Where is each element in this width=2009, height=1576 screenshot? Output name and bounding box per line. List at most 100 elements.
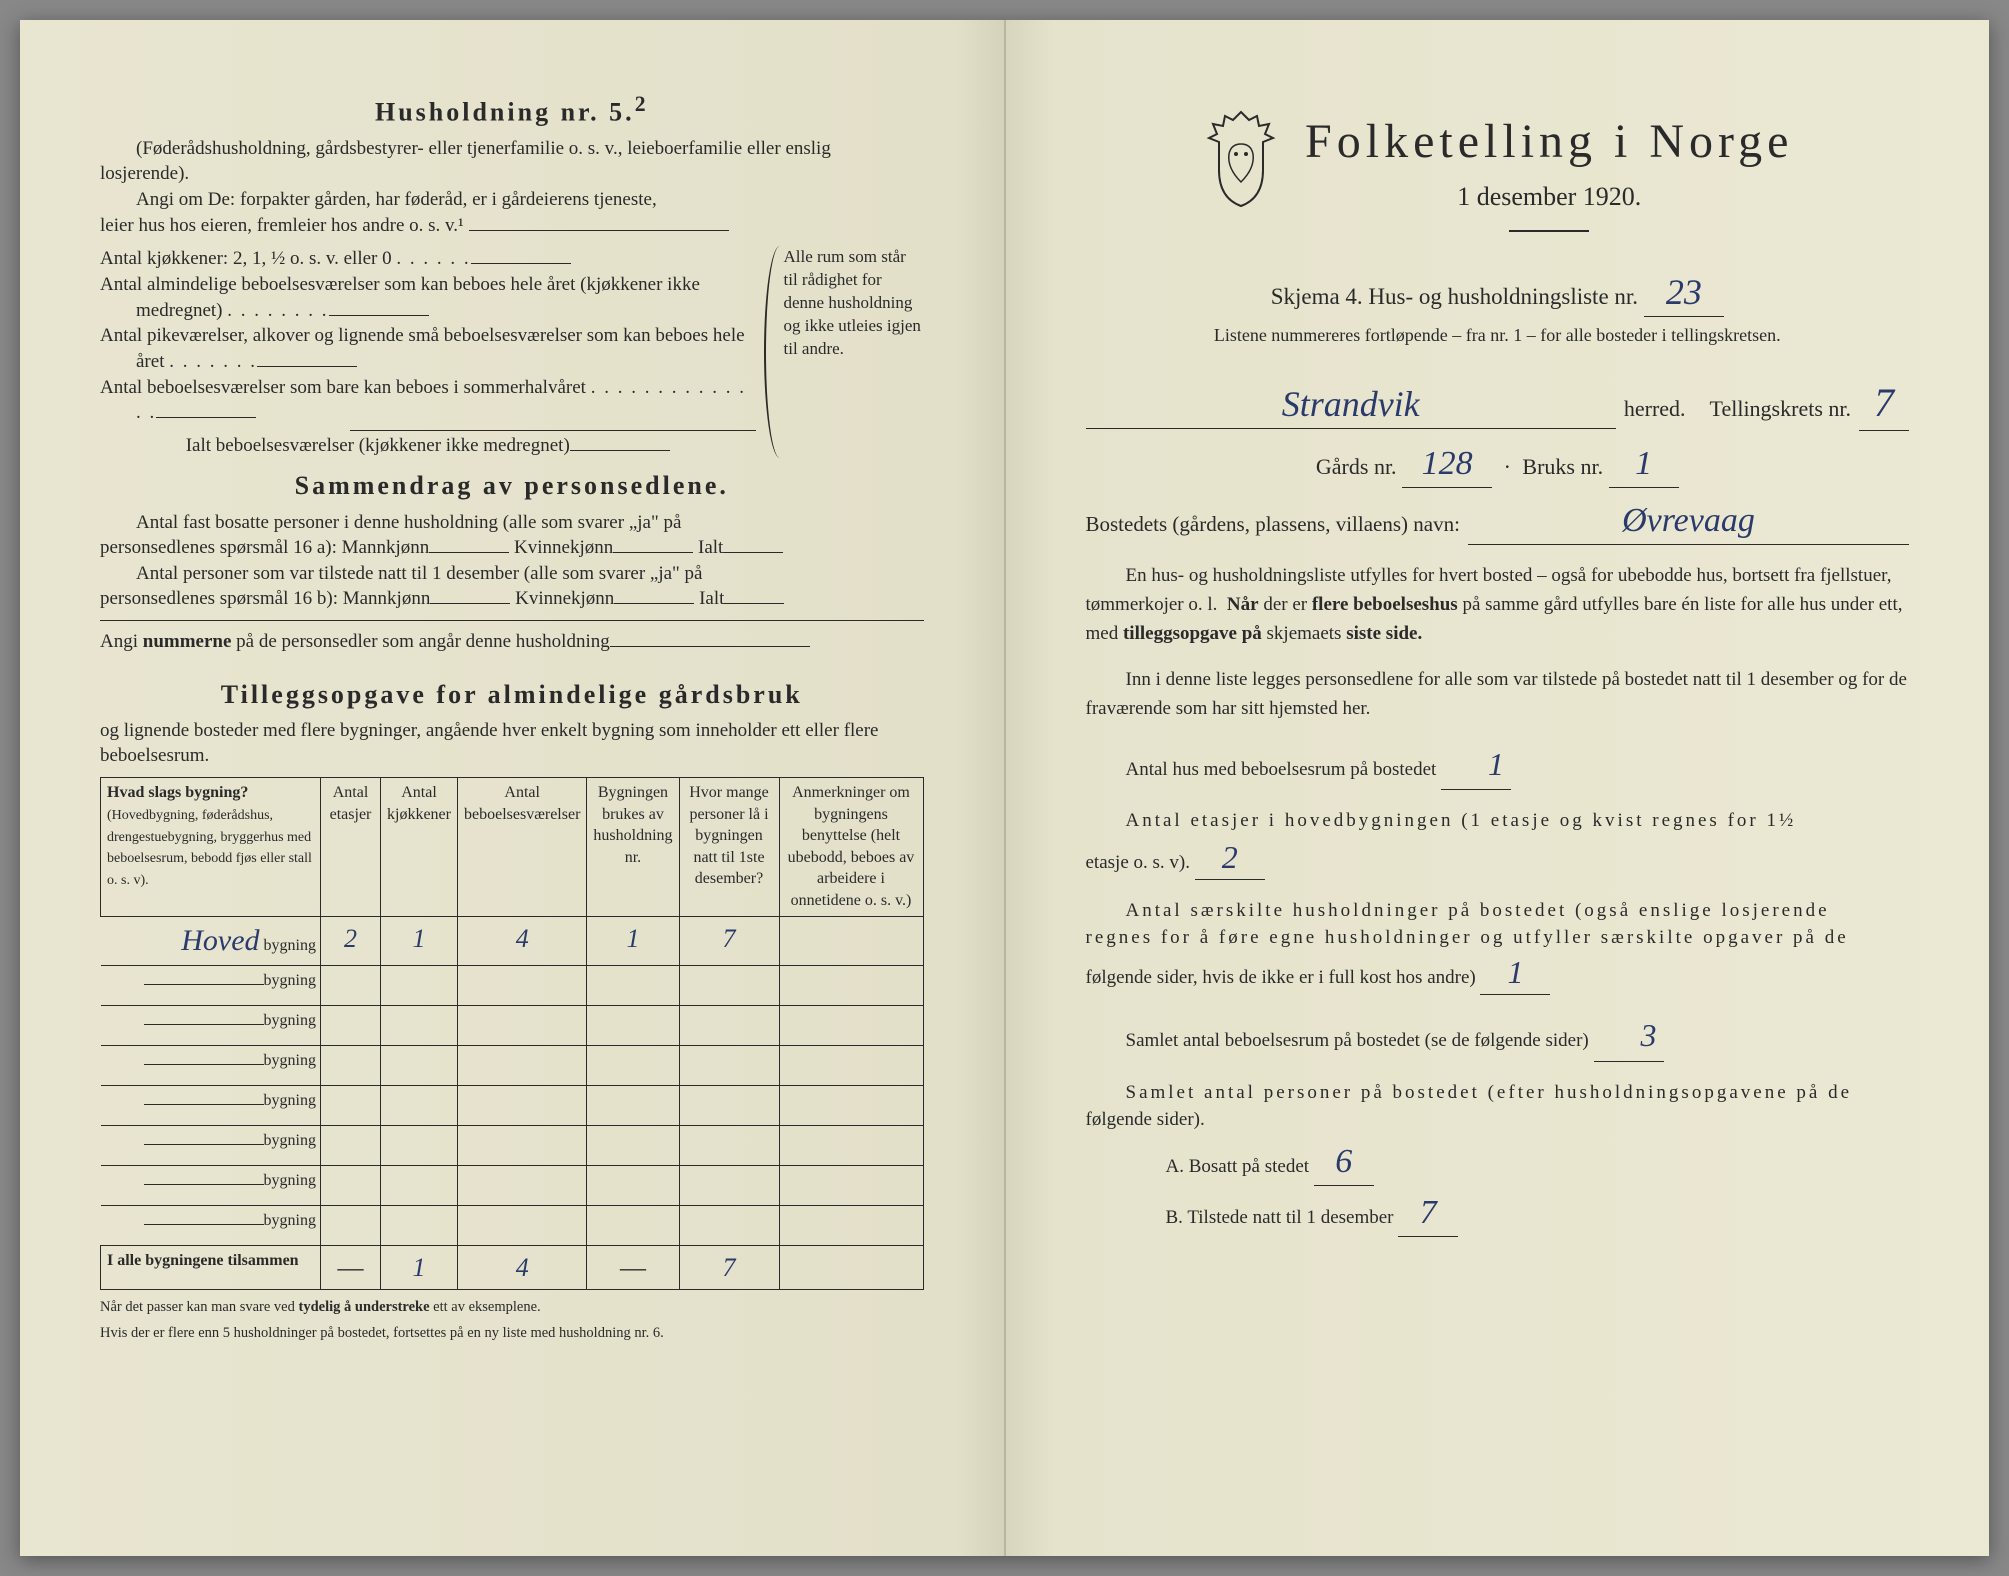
- samm-2b-text: personsedlenes spørsmål 16 b): Mannkjønn: [100, 588, 430, 609]
- footnote1-text: Når det passer kan man svare ved tydelig…: [100, 1299, 541, 1315]
- th-kjokken: Antal kjøkkener: [381, 778, 458, 917]
- row-c3: [457, 1086, 586, 1126]
- antal-alm-text: Antal almindelige beboelsesværelser som …: [100, 274, 700, 321]
- para1: En hus- og husholdningsliste utfylles fo…: [1086, 561, 1910, 649]
- samlet-beb-val: 3: [1594, 1011, 1664, 1062]
- footnote1: Når det passer kan man svare ved tydelig…: [100, 1298, 924, 1316]
- a-val: 6: [1314, 1139, 1374, 1186]
- row-c2: 1: [381, 916, 458, 966]
- row-c3: [457, 1046, 586, 1086]
- b1: [429, 552, 509, 553]
- row-label: bygning: [101, 1046, 321, 1086]
- row-c3: [457, 1166, 586, 1206]
- row-c4: [587, 1166, 679, 1206]
- telling-label: Tellingskrets nr.: [1710, 394, 1851, 424]
- footnote2: Hvis der er flere enn 5 husholdninger på…: [100, 1324, 924, 1342]
- table-body: Hoved bygning21417bygningbygningbygningb…: [101, 916, 924, 1246]
- title-block: Folketelling i Norge 1 desember 1920.: [1305, 110, 1793, 248]
- total-c1: —: [321, 1246, 381, 1290]
- antal-pike: Antal pikeværelser, alkover og lignende …: [100, 323, 756, 374]
- row-c2: [381, 1126, 458, 1166]
- herred-line: Strandvik herred. Tellingskrets nr. 7: [1086, 376, 1910, 431]
- antal-sommer: Antal beboelsesværelser som bare kan beb…: [100, 375, 756, 426]
- table-row: bygning: [101, 1206, 924, 1246]
- telling-nr: 7: [1859, 376, 1909, 431]
- angi-line2-text: leier hus hos eieren, fremleier hos andr…: [100, 215, 464, 236]
- a-line: A. Bosatt på stedet 6: [1166, 1139, 1910, 1186]
- samm-1a: Antal fast bosatte personer i denne hush…: [100, 510, 924, 536]
- row-label: bygning: [101, 966, 321, 1006]
- antal-sommer-text: Antal beboelsesværelser som bare kan beb…: [100, 377, 586, 398]
- table-row: bygning: [101, 1166, 924, 1206]
- b4: [430, 603, 510, 604]
- dots1: . . . . . .: [396, 248, 470, 269]
- title-sub: 1 desember 1920.: [1305, 179, 1793, 214]
- herred-value: Strandvik: [1086, 380, 1616, 430]
- blank3: [257, 366, 357, 367]
- blank1: [471, 263, 571, 264]
- row-c6: [779, 1086, 923, 1126]
- saerhush-c: følgende sider, hvis de ikke er i full k…: [1086, 951, 1910, 995]
- bosted-label: Bostedets (gårdens, plassens, villaens) …: [1086, 510, 1460, 538]
- row-c5: [679, 1006, 779, 1046]
- antal-kjokkener: Antal kjøkkener: 2, 1, ½ o. s. v. eller …: [100, 246, 756, 272]
- row-c6: [779, 1006, 923, 1046]
- samlet-beb-label: Samlet antal beboelsesrum på bostedet (s…: [1126, 1030, 1589, 1051]
- household-sub: (Føderådshusholdning, gårdsbestyrer- ell…: [100, 136, 924, 187]
- th-type: Hvad slags bygning? (Hovedbygning, føder…: [101, 778, 321, 917]
- samlet-beb-line: Samlet antal beboelsesrum på bostedet (s…: [1086, 1011, 1910, 1062]
- ialt-beb: Ialt beboelsesværelser (kjøkkener ikke m…: [100, 433, 756, 459]
- blank5: [570, 450, 670, 451]
- b-val: 7: [1398, 1190, 1458, 1237]
- table-row: bygning: [101, 1086, 924, 1126]
- b7: [610, 646, 810, 647]
- row-c6: [779, 1046, 923, 1086]
- etasjer-label-a: Antal etasjer i hovedbygningen (1 etasje…: [1126, 810, 1797, 831]
- skjema-nr: 23: [1644, 268, 1724, 318]
- list-note: Listene nummereres fortløpende – fra nr.…: [1086, 323, 1910, 347]
- b2: [613, 552, 693, 553]
- samm-2b-kv: Kvinnekjønn: [515, 588, 614, 609]
- brace-caption: Alle rum som står til rådighet for denne…: [764, 246, 924, 458]
- samm-1b: personsedlenes spørsmål 16 a): Mannkjønn…: [100, 535, 924, 561]
- title-row: Folketelling i Norge 1 desember 1920.: [1086, 110, 1910, 248]
- angi-line2: leier hus hos eieren, fremleier hos andr…: [100, 213, 924, 239]
- blank4: [156, 417, 256, 418]
- row-label: bygning: [101, 1166, 321, 1206]
- row-c1: [321, 1206, 381, 1246]
- row-c2: [381, 1006, 458, 1046]
- total-c2: 1: [381, 1246, 458, 1290]
- samlet-pers-a: Samlet antal personer på bostedet (efter…: [1086, 1078, 1910, 1107]
- table-row: bygning: [101, 1006, 924, 1046]
- dots2: . . . . . . . .: [227, 300, 328, 321]
- row-label: Hoved bygning: [101, 916, 321, 966]
- samm-1b-text: personsedlenes spørsmål 16 a): Mannkjønn: [100, 537, 429, 558]
- heading-sammendrag: Sammendrag av personsedlene.: [100, 468, 924, 503]
- etasjer-line-b: etasje o. s. v). 2: [1086, 836, 1910, 880]
- row-c6: [779, 916, 923, 966]
- row-c3: [457, 1126, 586, 1166]
- row-label: bygning: [101, 1206, 321, 1246]
- room-lines: Antal kjøkkener: 2, 1, ½ o. s. v. eller …: [100, 246, 756, 458]
- row-c4: [587, 1126, 679, 1166]
- row-c6: [779, 1166, 923, 1206]
- row-c1: [321, 1126, 381, 1166]
- row-c2: [381, 1086, 458, 1126]
- row-c5: [679, 1126, 779, 1166]
- row-c5: [679, 1046, 779, 1086]
- samlet-pers-b: følgende sider).: [1086, 1107, 1910, 1133]
- table-row: bygning: [101, 1126, 924, 1166]
- row-c5: [679, 966, 779, 1006]
- row-c2: [381, 966, 458, 1006]
- angi-num-pre: Angi nummerne på de personsedler som ang…: [100, 631, 610, 652]
- th-anm: Anmerkninger om bygningens benyttelse (h…: [779, 778, 923, 917]
- row-label: bygning: [101, 1006, 321, 1046]
- row-c3: [457, 966, 586, 1006]
- row-c1: [321, 1086, 381, 1126]
- samm-2b-ialt: Ialt: [699, 588, 724, 609]
- samlet-pers-a-text: Samlet antal personer på bostedet (efter…: [1126, 1082, 1853, 1103]
- saerhush-a: Antal særskilte husholdninger på bostede…: [1086, 896, 1910, 925]
- row-c4: [587, 966, 679, 1006]
- th-hush: Bygningen brukes av husholdning nr.: [587, 778, 679, 917]
- th-type-sub: (Hovedbygning, føderådshus, drengestueby…: [107, 808, 312, 889]
